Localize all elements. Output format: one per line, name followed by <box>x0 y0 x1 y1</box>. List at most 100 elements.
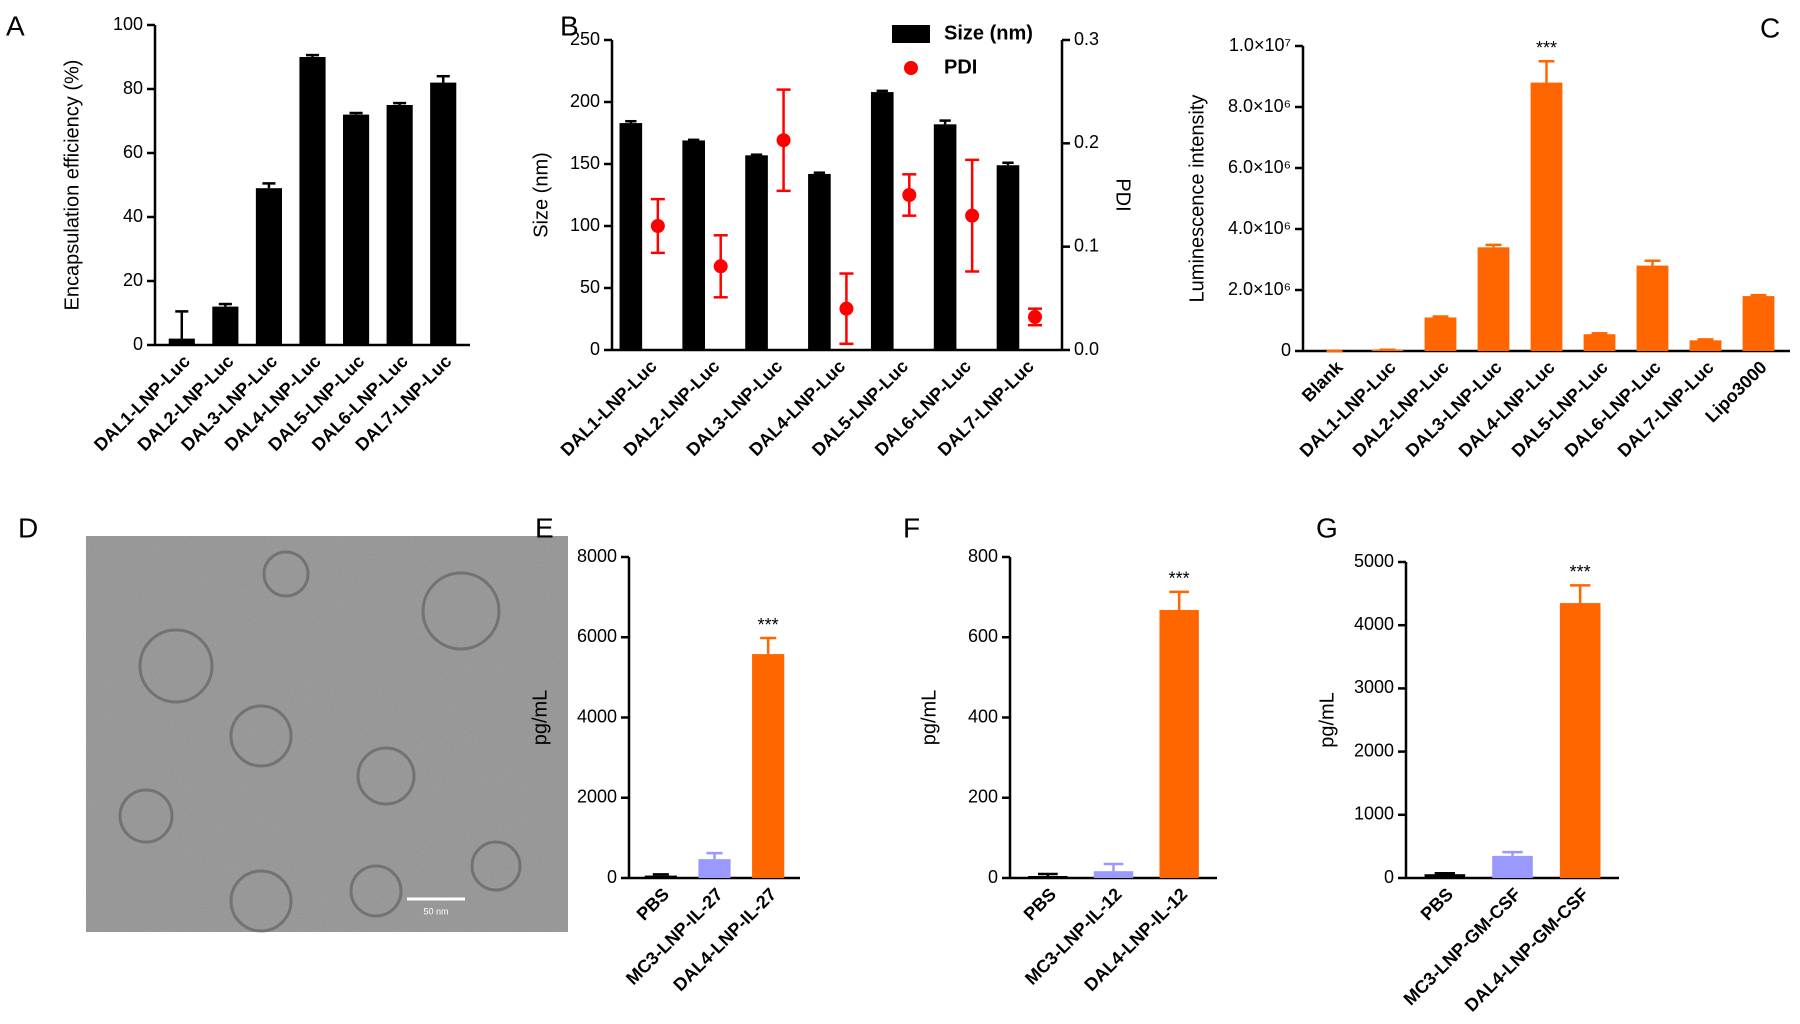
point <box>965 208 980 223</box>
point <box>902 188 917 202</box>
scale-bar-label: 50 nm <box>423 906 448 916</box>
y-tick-label: 4000 <box>1354 614 1394 634</box>
vesicle <box>470 840 522 892</box>
panel-letter: A <box>6 10 25 41</box>
bar <box>1530 82 1563 351</box>
bar <box>1477 247 1510 351</box>
point <box>713 259 728 274</box>
y-tick-label: 1000 <box>1354 804 1394 824</box>
bar <box>1636 265 1669 351</box>
bar <box>299 57 326 345</box>
y-tick-label: 600 <box>968 626 998 646</box>
y-tick-label: 6.0×10⁶ <box>1228 157 1291 177</box>
bar <box>1492 855 1533 878</box>
bar <box>870 92 894 350</box>
y-tick-label: 4000 <box>577 706 617 726</box>
y-tick-label: 8000 <box>577 546 617 566</box>
panel-letter: D <box>18 512 38 543</box>
bar <box>682 140 705 350</box>
y2-tick-label: 0.1 <box>1074 235 1099 255</box>
y-tick-label: 6000 <box>577 626 617 646</box>
bar <box>745 155 768 350</box>
y2-tick-label: 0.2 <box>1074 132 1099 152</box>
annotation: *** <box>758 615 779 635</box>
bar <box>1159 609 1199 878</box>
bar <box>619 123 643 350</box>
bar <box>1559 603 1601 878</box>
bar <box>933 124 957 350</box>
vesicle <box>349 864 403 918</box>
bar <box>1424 317 1457 351</box>
bar <box>644 875 677 878</box>
y-tick-label: 200 <box>968 787 998 807</box>
vesicle <box>356 746 416 806</box>
y2-tick-label: 0.0 <box>1074 339 1099 359</box>
y-axis-label: Luminescence intensity <box>1186 95 1208 303</box>
bar <box>698 859 731 878</box>
bar <box>1583 334 1616 351</box>
y-tick-label: 0 <box>133 334 143 354</box>
y-tick-label: 60 <box>123 142 143 162</box>
y-tick-label: 2.0×10⁶ <box>1228 279 1291 299</box>
legend-swatch <box>892 25 930 43</box>
y-tick-label: 0 <box>1281 340 1291 360</box>
legend-label: Size (nm) <box>944 22 1033 44</box>
bar <box>996 165 1020 350</box>
bar <box>1093 871 1134 878</box>
y-tick-label: 1.0×10⁷ <box>1229 35 1291 55</box>
y-axis-label: Encapsulation efficiency (%) <box>61 60 83 311</box>
y-tick-label: 40 <box>123 206 143 226</box>
y-tick-label: 200 <box>570 91 600 111</box>
y-tick-label: 2000 <box>577 787 617 807</box>
bar <box>343 114 370 345</box>
vesicle <box>421 571 501 651</box>
y-tick-label: 250 <box>570 29 600 49</box>
bar <box>430 82 457 345</box>
panel-letter: E <box>535 512 554 543</box>
bar <box>212 306 239 345</box>
y-tick-label: 50 <box>580 277 600 297</box>
panel-letter: C <box>1760 12 1780 43</box>
panel-letter: F <box>903 512 920 543</box>
y-tick-label: 0 <box>607 867 617 887</box>
y-tick-label: 150 <box>570 153 600 173</box>
y-axis-label: pg/mL <box>529 690 551 746</box>
vesicle <box>138 628 214 704</box>
panel-letter: B <box>560 10 579 41</box>
annotation: *** <box>1169 569 1190 589</box>
y-tick-label: 2000 <box>1354 740 1394 760</box>
y-tick-label: 0 <box>590 339 600 359</box>
annotation: *** <box>1536 38 1557 58</box>
y-tick-label: 4.0×10⁶ <box>1228 218 1291 238</box>
y-tick-label: 80 <box>123 78 143 98</box>
point <box>650 219 665 233</box>
vesicle <box>118 788 174 844</box>
legend-label: PDI <box>944 56 977 78</box>
bar <box>1742 296 1775 351</box>
point <box>776 133 791 148</box>
bar <box>168 338 195 345</box>
y-tick-label: 100 <box>113 14 143 34</box>
micrograph-noise <box>86 536 568 932</box>
annotation: *** <box>1570 562 1591 582</box>
bar <box>255 188 282 345</box>
y-tick-label: 0 <box>988 867 998 887</box>
bar <box>1028 875 1068 878</box>
bar <box>752 654 785 878</box>
point <box>1028 309 1042 324</box>
y-axis-label: pg/mL <box>1316 692 1338 748</box>
bar <box>386 105 413 345</box>
y-tick-label: 800 <box>968 546 998 566</box>
legend-swatch <box>904 61 918 75</box>
y2-axis-label: PDI <box>1112 178 1134 211</box>
vesicle <box>262 550 310 598</box>
point <box>839 301 854 316</box>
y-tick-label: 20 <box>123 270 143 290</box>
y-axis-label: pg/mL <box>918 690 940 746</box>
vesicle <box>229 704 293 768</box>
y2-tick-label: 0.3 <box>1074 29 1099 49</box>
y-tick-label: 8.0×10⁶ <box>1228 96 1291 116</box>
y-tick-label: 0 <box>1384 867 1394 887</box>
panel-letter: G <box>1316 512 1338 543</box>
